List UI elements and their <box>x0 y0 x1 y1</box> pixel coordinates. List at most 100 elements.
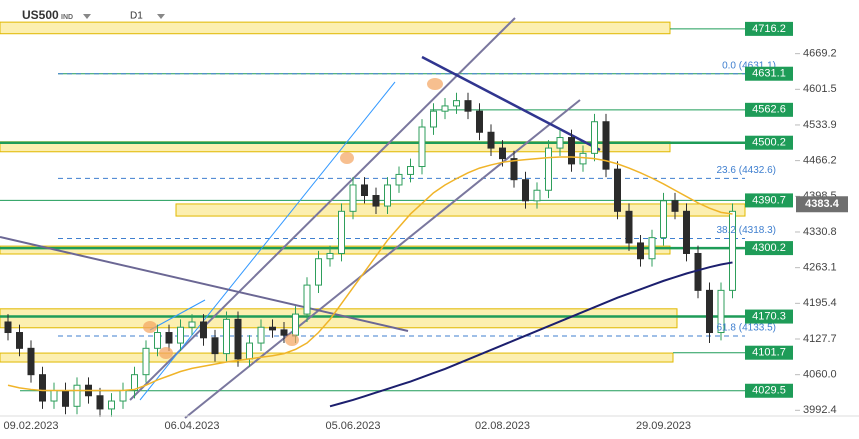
candle-body <box>188 321 196 328</box>
zone <box>175 203 746 217</box>
candle-body <box>706 289 713 334</box>
candle-body <box>292 313 299 336</box>
highlight <box>159 347 173 359</box>
candle-body <box>510 158 518 181</box>
labels: 4669.24601.54533.94466.24398.54330.84263… <box>3 21 848 432</box>
dropdown[interactable] <box>83 14 91 19</box>
candle-body <box>625 210 633 244</box>
candle-body <box>579 152 587 165</box>
candle-body <box>487 131 495 149</box>
market: IND <box>61 14 73 21</box>
candle-body <box>4 321 12 334</box>
candle-body <box>50 389 58 402</box>
current-price: 4383.4 <box>805 198 840 210</box>
candle-body <box>119 389 127 402</box>
candle-body <box>522 179 529 202</box>
level-badge <box>745 135 793 150</box>
y-tick-label: 4263.1 <box>803 262 837 274</box>
moving-average <box>7 156 733 392</box>
level-label: 4300.2 <box>752 242 786 254</box>
trend-line <box>149 299 206 331</box>
candle-body <box>441 105 449 112</box>
candle-body <box>131 374 138 391</box>
candle-body <box>602 121 610 170</box>
y-tick-label: 4330.8 <box>803 226 837 238</box>
trend-line <box>139 81 396 401</box>
candle-body <box>729 210 736 291</box>
candle-body <box>246 342 253 360</box>
candle-body <box>499 147 506 160</box>
candle-body <box>361 184 368 197</box>
candle-body <box>545 147 552 191</box>
level-badge <box>745 383 793 398</box>
level-label: 4390.7 <box>752 194 786 206</box>
x-tick-label: 06.04.2023 <box>164 420 219 432</box>
candle-body <box>384 184 391 207</box>
candles <box>4 92 736 417</box>
candle-body <box>62 389 69 407</box>
level-label: 4029.5 <box>752 385 786 397</box>
candle-body <box>303 284 311 315</box>
level-label: 4631.1 <box>752 68 786 80</box>
candle-body <box>257 326 265 344</box>
channel-line <box>129 17 516 401</box>
level-label: 4170.3 <box>752 310 786 322</box>
candle-body <box>717 289 725 334</box>
level-badge <box>745 345 793 360</box>
candle-body <box>211 337 219 355</box>
candle-body <box>637 242 644 260</box>
x-tick-label: 02.08.2023 <box>475 420 530 432</box>
x-tick-label: 09.02.2023 <box>3 420 58 432</box>
dropdown[interactable] <box>157 14 165 19</box>
candle-body <box>648 237 656 260</box>
fib-label: 0.0 (4631.1) <box>722 60 776 71</box>
level-badge <box>745 21 793 36</box>
level-badge <box>745 102 793 117</box>
candle-body <box>430 110 437 128</box>
candle-body <box>27 347 35 376</box>
y-tick-label: 4533.9 <box>803 119 837 131</box>
candle-body <box>395 173 403 186</box>
candle-body <box>418 126 426 168</box>
candle-body <box>671 200 679 212</box>
highlight <box>427 78 443 90</box>
candle-body <box>165 332 173 344</box>
candle-body <box>223 318 230 355</box>
y-tick-label: 3992.4 <box>803 404 837 416</box>
highlights <box>143 78 443 359</box>
y-tick-label: 4669.2 <box>803 48 837 60</box>
y-tick-label: 4127.7 <box>803 333 837 345</box>
level-badge <box>745 241 793 256</box>
candle-body <box>464 100 472 112</box>
candle-body <box>154 332 161 349</box>
y-tick-label: 4195.4 <box>803 297 837 309</box>
zone <box>0 352 674 363</box>
trend-line <box>421 55 601 152</box>
candle-body <box>73 384 81 407</box>
candle-body <box>476 110 483 133</box>
level-label: 4716.2 <box>752 23 786 35</box>
fib-label: 61.8 (4133.5) <box>717 323 777 334</box>
trend-line <box>0 236 409 332</box>
zone <box>0 21 671 35</box>
candle-body <box>16 332 23 349</box>
moving-average <box>329 261 733 408</box>
candle-body <box>315 258 322 286</box>
candle-body <box>591 121 598 154</box>
candle-body <box>349 184 357 212</box>
fib-label: 23.6 (4432.6) <box>717 165 777 176</box>
price-badge <box>796 196 848 213</box>
level-label: 4500.2 <box>752 137 786 149</box>
candle-body <box>614 168 621 212</box>
candle-body <box>326 252 334 260</box>
candle-body <box>453 100 460 107</box>
candle-body <box>269 326 276 331</box>
candle-body <box>280 329 288 336</box>
candle-body <box>568 137 575 165</box>
fib-label: 38.2 (4318.3) <box>717 225 777 236</box>
timeframe[interactable]: D1 <box>130 11 143 22</box>
level-label: 4101.7 <box>752 347 786 359</box>
highlight <box>143 321 157 333</box>
level-badge <box>745 66 793 81</box>
